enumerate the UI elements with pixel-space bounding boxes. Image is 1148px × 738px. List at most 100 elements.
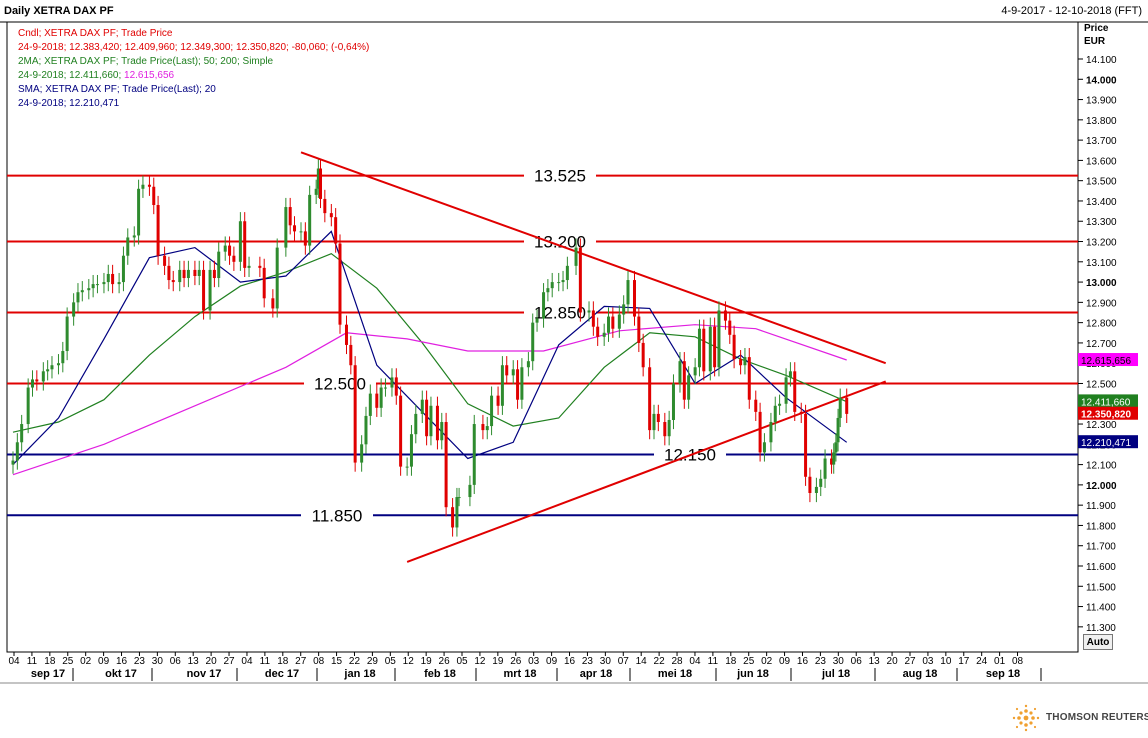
time-tick-label: 08 — [1012, 656, 1024, 667]
candle-body — [91, 284, 95, 289]
candle — [303, 222, 307, 255]
month-label: aug 18 — [903, 668, 938, 680]
time-tick-label: 24 — [976, 656, 988, 667]
candle-body — [468, 484, 472, 498]
candle — [520, 358, 524, 409]
candle — [76, 283, 80, 312]
candle — [697, 319, 701, 377]
candle-body — [137, 188, 141, 236]
candle-body — [732, 334, 736, 360]
time-tick-label: 02 — [80, 656, 92, 667]
price-tag-sma20: 12.210,471 — [1078, 435, 1138, 449]
month-label: jun 18 — [736, 668, 769, 680]
price-tick-label: 12.300 — [1086, 420, 1117, 431]
candle-body — [390, 377, 394, 388]
price-tag-bg — [1078, 353, 1138, 367]
candle-body — [743, 357, 747, 366]
candle — [375, 384, 379, 417]
candle-body — [106, 273, 110, 283]
candle — [693, 358, 697, 385]
candle-body — [485, 426, 489, 431]
price-tick-label: 13.600 — [1086, 156, 1117, 167]
price-tick-label: 13.000 — [1086, 278, 1117, 289]
candle — [46, 360, 50, 381]
candle-body — [208, 269, 212, 311]
candle-body — [228, 245, 232, 256]
candle — [832, 443, 836, 474]
candle-body — [516, 369, 520, 400]
candle — [838, 388, 842, 428]
candle — [20, 414, 24, 452]
candle — [457, 487, 461, 507]
candle-body — [293, 225, 297, 232]
candle-body — [607, 316, 611, 333]
candle-body — [30, 379, 34, 388]
candle-body — [61, 351, 65, 364]
price-tick-label: 12.800 — [1086, 319, 1117, 330]
time-tick-label: 26 — [510, 656, 522, 667]
month-label: nov 17 — [187, 668, 222, 680]
candle — [15, 433, 19, 470]
candle-body — [87, 288, 91, 291]
time-tick-label: 27 — [295, 656, 307, 667]
candle — [349, 335, 353, 375]
candle-body — [769, 422, 773, 443]
time-axis: 04 11 18 25 02 09 16 23 30 06 13 20 27 04 11 18 27 08 15 22… — [8, 652, 1042, 681]
price-tag-bg — [1078, 435, 1138, 449]
candle-body — [72, 302, 76, 317]
candle — [399, 386, 403, 476]
candle-body — [678, 361, 682, 384]
ma200-line — [12, 324, 847, 476]
candle-body — [349, 344, 353, 366]
candle-body — [565, 265, 569, 281]
auto-scale-button[interactable]: Auto — [1083, 634, 1113, 650]
candle — [197, 260, 201, 286]
time-tick-label: 10 — [940, 656, 952, 667]
candle-body — [152, 186, 156, 206]
candle — [163, 246, 167, 275]
candle — [314, 179, 318, 205]
price-tick-label: 11.900 — [1086, 501, 1116, 512]
candle — [455, 487, 459, 537]
candle — [394, 368, 398, 405]
candle-body — [56, 363, 60, 366]
candle-body — [641, 342, 645, 368]
candle — [137, 179, 141, 245]
candle — [368, 384, 372, 426]
candle — [440, 412, 444, 450]
price-tick-label: 13.700 — [1086, 136, 1117, 147]
candle-body — [550, 282, 554, 289]
candle-body — [232, 255, 236, 262]
candle — [728, 311, 732, 344]
candle-body — [739, 359, 743, 366]
candle-body — [284, 207, 288, 248]
candle-body — [531, 322, 535, 362]
candle-body — [344, 324, 348, 345]
candle — [223, 236, 227, 261]
candle-body — [429, 405, 433, 437]
candle-body — [505, 365, 509, 376]
candle-body — [747, 357, 751, 400]
candle-body — [632, 280, 636, 317]
candle-body — [490, 395, 494, 427]
candle — [323, 189, 327, 223]
candle — [425, 390, 429, 446]
price-tag-ma50: 12.411,660 — [1078, 394, 1138, 408]
time-tick-label: 22 — [654, 656, 666, 667]
level-label: 11.850 — [312, 506, 363, 525]
candle — [641, 333, 645, 377]
candle-body — [717, 310, 721, 368]
candle — [334, 208, 338, 253]
candle-body — [758, 411, 762, 453]
candle — [663, 412, 667, 446]
candle-body — [754, 399, 758, 412]
candle-body — [799, 411, 803, 414]
candle — [773, 396, 777, 432]
candle — [293, 216, 297, 241]
title-bar: Daily XETRA DAX PF 4-9-2017 - 12-10-2018… — [0, 0, 1148, 22]
candle-body — [496, 395, 500, 406]
legend-cndl-values: 24-9-2018; 12.383,420; 12.409,960; 12.34… — [18, 42, 370, 53]
chart-title: Daily XETRA DAX PF — [4, 5, 114, 17]
candle-body — [773, 405, 777, 423]
